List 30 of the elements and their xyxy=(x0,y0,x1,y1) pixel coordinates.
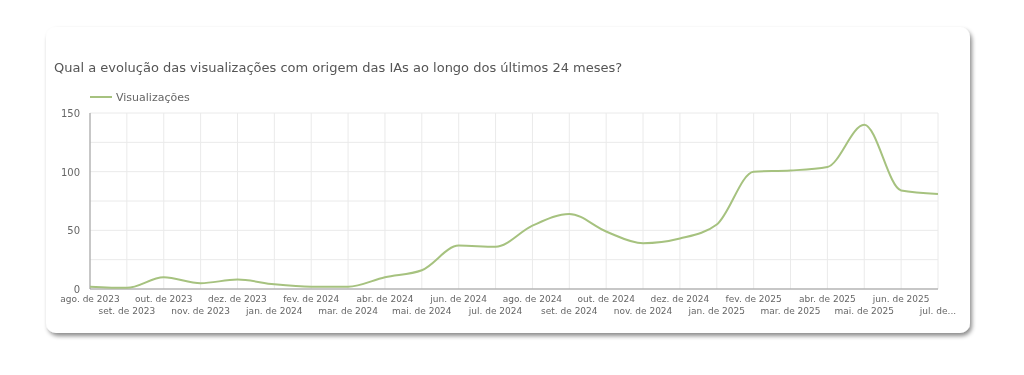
x-tick-label: ago. de 2024 xyxy=(502,294,563,304)
x-tick-label: jun. de 2025 xyxy=(871,294,930,304)
x-tick-label: abr. de 2024 xyxy=(356,294,414,304)
x-tick-label: jul. de 2024 xyxy=(467,306,523,316)
x-tick-label: set. de 2024 xyxy=(541,306,598,316)
legend-label: Visualizações xyxy=(116,91,190,104)
x-tick-label: jan. de 2024 xyxy=(245,306,303,316)
x-tick-label: nov. de 2024 xyxy=(613,306,673,316)
x-tick-label: mai. de 2025 xyxy=(834,306,895,316)
x-tick-label: mai. de 2024 xyxy=(392,306,452,316)
x-tick-label: jun. de 2024 xyxy=(429,294,488,304)
x-tick-label: fev. de 2024 xyxy=(283,294,340,304)
y-tick-label: 150 xyxy=(60,108,80,119)
x-tick-label: jul. de... xyxy=(918,306,957,316)
x-tick-label: fev. de 2025 xyxy=(725,294,782,304)
x-tick-label: mar. de 2025 xyxy=(760,306,821,316)
chart-title: Qual a evolução das visualizações com origem das IAs ao longo dos últimos 24 meses? xyxy=(54,60,623,75)
x-tick-label: dez. de 2024 xyxy=(650,294,710,304)
x-tick-label: jan. de 2025 xyxy=(687,306,746,316)
y-tick-label: 0 xyxy=(73,284,80,295)
x-tick-label: mar. de 2024 xyxy=(318,306,379,316)
x-tick-label: out. de 2024 xyxy=(577,294,636,304)
x-tick-label: dez. de 2023 xyxy=(208,294,267,304)
x-tick-label: abr. de 2025 xyxy=(798,294,856,304)
x-tick-label: out. de 2023 xyxy=(135,294,193,304)
x-tick-label: nov. de 2023 xyxy=(171,306,230,316)
x-tick-label: ago. de 2023 xyxy=(60,294,120,304)
x-tick-label: set. de 2023 xyxy=(98,306,156,316)
y-tick-label: 100 xyxy=(60,166,80,178)
y-tick-label: 50 xyxy=(67,225,80,237)
